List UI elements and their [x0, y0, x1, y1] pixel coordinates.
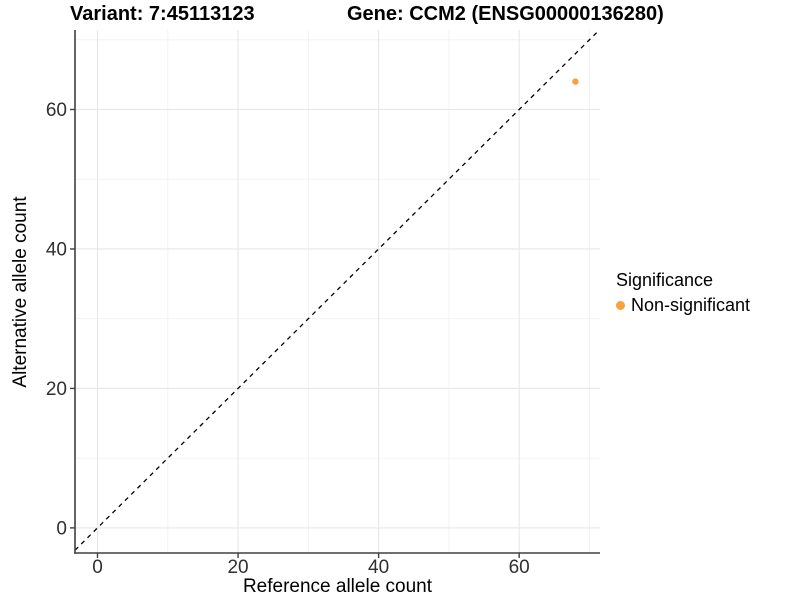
- legend-title: Significance: [616, 270, 714, 290]
- legend-item: Non-significant: [616, 295, 750, 316]
- variant-title: Variant: 7:45113123: [70, 3, 255, 25]
- identity-reference-line: [74, 29, 600, 551]
- y-axis-title: Alternative allele count: [10, 196, 31, 388]
- x-tick-label: 0: [92, 557, 103, 578]
- y-tick-label: 40: [46, 239, 67, 260]
- gene-title: Gene: CCM2 (ENSG00000136280): [347, 3, 664, 25]
- y-tick-label: 0: [56, 518, 67, 539]
- legend-item-label: Non-significant: [631, 295, 751, 315]
- x-tick-label: 20: [227, 557, 248, 578]
- y-tick-label: 20: [46, 379, 67, 400]
- x-axis-title: Reference allele count: [242, 576, 433, 597]
- legend: Significance Non-significant: [616, 270, 750, 316]
- data-point: [572, 78, 579, 85]
- legend-point-icon: [616, 301, 625, 310]
- x-tick-label: 60: [509, 557, 530, 578]
- x-tick-label: 40: [368, 557, 389, 578]
- y-tick-label: 60: [46, 100, 67, 121]
